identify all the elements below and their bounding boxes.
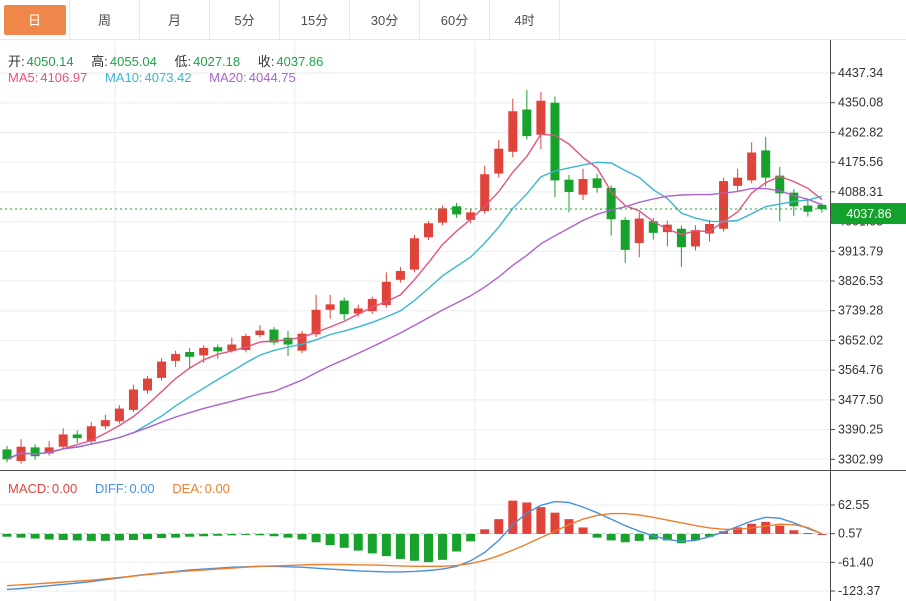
tab-month-label: 月 bbox=[167, 13, 181, 28]
svg-text:3739.28: 3739.28 bbox=[838, 304, 883, 318]
tab-15min[interactable]: 15分 bbox=[280, 0, 350, 39]
tab-4hour-label: 4时 bbox=[514, 13, 535, 28]
svg-text:3302.99: 3302.99 bbox=[838, 452, 883, 466]
tab-month[interactable]: 月 bbox=[140, 0, 210, 39]
price-gridlines bbox=[0, 72, 830, 460]
svg-text:3913.79: 3913.79 bbox=[838, 244, 883, 258]
ohlc-open: 开: 4050.14 bbox=[8, 54, 74, 69]
tab-30min-label: 30分 bbox=[370, 13, 399, 28]
svg-text:3564.76: 3564.76 bbox=[838, 363, 883, 377]
tab-5min-label: 5分 bbox=[234, 13, 255, 28]
tab-day[interactable]: 日 bbox=[0, 0, 70, 39]
macd-axis-labels: 62.55 0.57 -61.40 -123.37 bbox=[831, 498, 880, 598]
svg-text:0.57: 0.57 bbox=[838, 527, 862, 541]
tab-15min-label: 15分 bbox=[300, 13, 329, 28]
ohlc-low: 低: 4027.18 bbox=[174, 54, 241, 69]
svg-text:4262.82: 4262.82 bbox=[838, 125, 883, 139]
tab-week-label: 周 bbox=[97, 13, 111, 28]
diff-value: DIFF: 0.00 bbox=[94, 481, 155, 496]
macd-value: MACD: 0.00 bbox=[8, 481, 78, 496]
ma10-line bbox=[6, 161, 823, 460]
ma20-line bbox=[6, 187, 823, 460]
macd-histogram bbox=[2, 500, 827, 563]
price-axis-labels: 4437.344350.084262.824175.564088.314001.… bbox=[831, 66, 883, 466]
timeframe-tabbar: 日 周 月 5分 15分 30分 60分 4时 bbox=[0, 0, 906, 40]
svg-text:3826.53: 3826.53 bbox=[838, 274, 883, 288]
svg-text:-61.40: -61.40 bbox=[838, 555, 873, 569]
svg-text:3652.02: 3652.02 bbox=[838, 333, 883, 347]
tab-4hour[interactable]: 4时 bbox=[490, 0, 560, 39]
dea-value: DEA: 0.00 bbox=[172, 481, 230, 496]
ohlc-legend: 开: 4050.14 高: 4055.04 低: 4027.18 收: 4037.86 bbox=[8, 51, 337, 70]
ma5-line bbox=[6, 133, 823, 460]
ma20-legend: MA20: 4044.75 bbox=[209, 70, 296, 85]
tab-30min[interactable]: 30分 bbox=[350, 0, 420, 39]
dea-line bbox=[6, 512, 823, 587]
svg-text:4350.08: 4350.08 bbox=[838, 96, 883, 110]
ma10-legend: MA10: 4073.42 bbox=[104, 70, 192, 85]
ma5-legend: MA5: 4106.97 bbox=[8, 70, 88, 85]
ohlc-high: 高: 4055.04 bbox=[91, 54, 157, 69]
macd-legend: MACD: 0.00 DIFF: 0.00 DEA: 0.00 bbox=[8, 481, 244, 496]
svg-text:4088.31: 4088.31 bbox=[838, 185, 883, 199]
price-tag: 4037.86 bbox=[831, 203, 906, 225]
panel-frame bbox=[0, 40, 906, 601]
svg-text:3390.25: 3390.25 bbox=[838, 423, 883, 437]
tab-60min[interactable]: 60分 bbox=[420, 0, 490, 39]
svg-text:3477.50: 3477.50 bbox=[838, 393, 883, 407]
svg-text:4437.34: 4437.34 bbox=[838, 66, 883, 80]
svg-text:62.55: 62.55 bbox=[838, 498, 869, 512]
svg-text:4175.56: 4175.56 bbox=[838, 155, 883, 169]
svg-text:4037.86: 4037.86 bbox=[846, 207, 891, 221]
svg-text:-123.37: -123.37 bbox=[838, 584, 880, 598]
vertical-gridlines bbox=[114, 41, 656, 601]
tab-5min[interactable]: 5分 bbox=[210, 0, 280, 39]
ma-legend: MA5: 4106.97 MA10: 4073.42 MA20: 4044.75 bbox=[8, 70, 310, 85]
ohlc-close: 收: 4037.86 bbox=[257, 54, 324, 69]
tab-60min-label: 60分 bbox=[440, 13, 469, 28]
candlestick-series bbox=[2, 90, 827, 464]
tab-week[interactable]: 周 bbox=[70, 0, 140, 39]
macd-gridlines bbox=[0, 504, 830, 592]
tab-day-label: 日 bbox=[3, 4, 66, 35]
